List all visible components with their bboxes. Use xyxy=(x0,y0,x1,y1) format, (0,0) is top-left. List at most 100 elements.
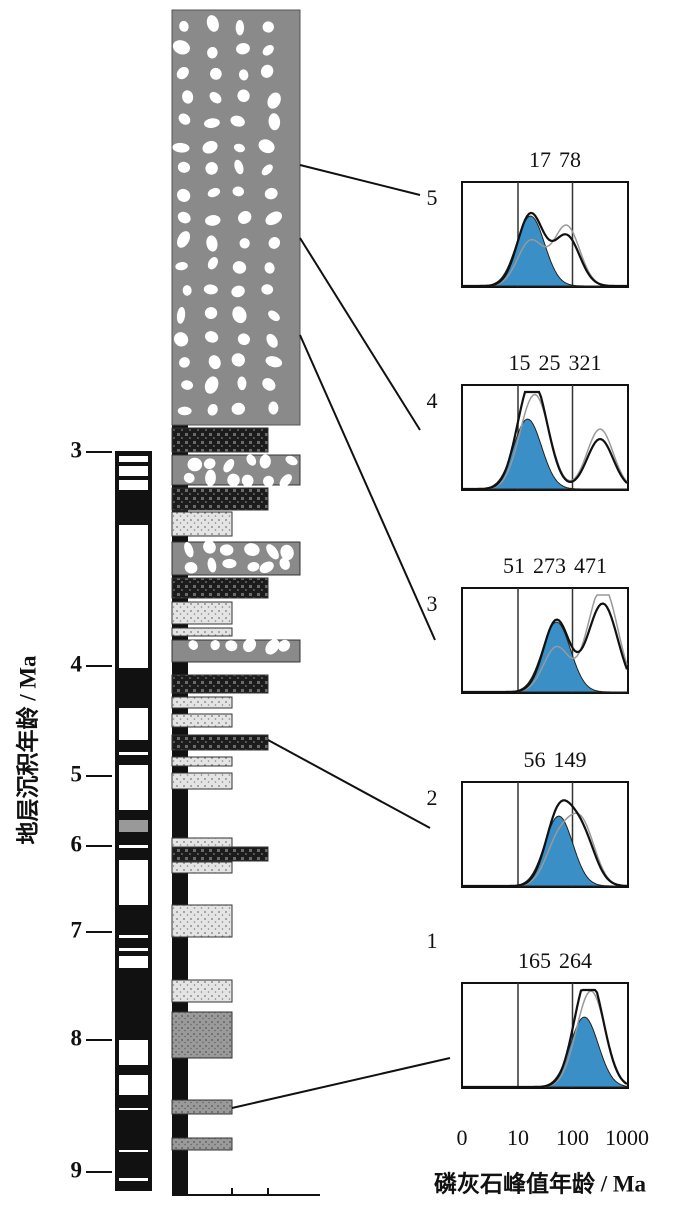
clast xyxy=(233,143,246,153)
clast xyxy=(219,544,234,556)
layer xyxy=(171,837,233,848)
normal-polarity xyxy=(119,708,148,740)
peak-label: 471 xyxy=(574,553,607,578)
density-curve xyxy=(463,988,628,1089)
normal-polarity xyxy=(119,1150,148,1152)
clast xyxy=(241,474,254,487)
clast xyxy=(237,333,250,346)
clast xyxy=(172,142,190,153)
clast xyxy=(231,402,246,415)
density-curve xyxy=(463,211,627,288)
clast xyxy=(177,161,191,173)
layer xyxy=(171,1137,233,1151)
x-tick-label: 0 xyxy=(457,1125,468,1150)
clast xyxy=(279,557,291,570)
clast xyxy=(184,541,194,558)
clast xyxy=(261,284,274,295)
peak-label: 25 xyxy=(539,350,561,375)
peak-label: 15 xyxy=(509,350,531,375)
clast xyxy=(223,459,235,473)
density-curve xyxy=(463,602,629,694)
clast xyxy=(232,261,247,274)
transitional xyxy=(119,820,148,832)
clast xyxy=(259,454,271,469)
sample-link xyxy=(299,164,421,196)
clast xyxy=(267,92,281,109)
peak-label: 56 xyxy=(524,747,546,772)
peak-label: 78 xyxy=(559,147,581,172)
clast xyxy=(203,540,216,554)
sample-label: 2 xyxy=(427,785,438,810)
density-curve xyxy=(463,799,628,888)
peak-label: 17 xyxy=(529,147,551,172)
layer xyxy=(171,861,233,874)
clast xyxy=(232,306,247,324)
sample-link xyxy=(267,739,431,829)
normal-polarity xyxy=(119,860,148,905)
clast xyxy=(206,235,218,252)
layer xyxy=(171,427,269,453)
clast xyxy=(173,332,189,347)
layer xyxy=(171,487,269,511)
clast xyxy=(178,113,191,125)
clast xyxy=(177,211,191,224)
y-axis-label: 地层沉积年龄 / Ma xyxy=(14,655,40,845)
clast xyxy=(268,401,279,415)
clast xyxy=(188,640,198,650)
clast xyxy=(204,118,220,128)
peak-label: 165 xyxy=(518,948,551,973)
normal-polarity xyxy=(119,1040,148,1065)
normal-polarity xyxy=(119,1178,148,1181)
sample-label: 3 xyxy=(427,591,438,616)
clast xyxy=(184,562,198,574)
normal-polarity xyxy=(119,845,148,848)
peak-labels: 15 25 321 xyxy=(509,350,602,375)
clast xyxy=(176,307,186,324)
normal-polarity xyxy=(119,935,148,938)
clast xyxy=(176,188,191,202)
clast xyxy=(262,44,274,56)
clast xyxy=(234,159,244,175)
clast xyxy=(205,215,221,226)
clast xyxy=(280,544,294,561)
clast xyxy=(222,558,237,569)
normal-polarity xyxy=(119,525,148,668)
clast xyxy=(235,20,245,36)
clast xyxy=(247,561,260,572)
clast xyxy=(204,331,219,343)
clast xyxy=(175,262,188,271)
normal-polarity xyxy=(119,480,148,490)
peak-label: 264 xyxy=(559,948,592,973)
clast xyxy=(268,237,281,249)
layer xyxy=(171,1099,233,1115)
clast xyxy=(183,472,195,484)
normal-polarity xyxy=(119,1108,148,1110)
peak-label: 149 xyxy=(554,747,587,772)
clast xyxy=(278,639,291,652)
clast xyxy=(259,561,274,574)
normal-polarity xyxy=(119,456,148,462)
peak-labels: 56 149 xyxy=(524,747,587,772)
clast xyxy=(187,457,203,472)
layer xyxy=(171,979,233,1003)
clast xyxy=(246,454,257,466)
clast xyxy=(172,40,190,55)
clast xyxy=(285,455,298,466)
sample-label: 1 xyxy=(427,928,438,953)
clast xyxy=(266,544,279,560)
clast xyxy=(204,307,218,319)
clast xyxy=(243,638,257,653)
peak-label: 51 xyxy=(503,553,525,578)
clast xyxy=(207,403,218,416)
clast xyxy=(182,90,194,104)
clast xyxy=(237,89,250,103)
clast xyxy=(205,162,218,175)
normal-polarity xyxy=(119,752,148,755)
clast xyxy=(238,69,249,81)
clast xyxy=(268,310,280,322)
normal-polarity xyxy=(119,466,148,476)
density-curve xyxy=(463,390,628,491)
clast xyxy=(262,475,274,487)
clast xyxy=(207,557,217,573)
y-tick-label: 7 xyxy=(71,917,83,942)
